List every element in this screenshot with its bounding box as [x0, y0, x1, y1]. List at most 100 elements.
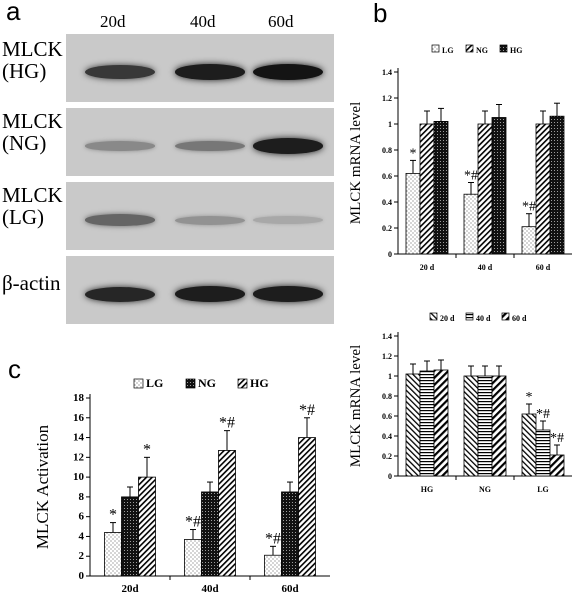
y-tick-label: 1.2 [382, 94, 392, 103]
x-tick-label: NG [479, 485, 491, 494]
panel-c-letter: c [8, 354, 21, 384]
bar [121, 496, 139, 577]
bar [218, 450, 236, 577]
legend-swatch [237, 378, 248, 389]
significance-marker: * [526, 390, 533, 405]
chart-mrna-by-glucose: MLCK mRNA level 0 0.2 0.4 0.6 0.8 1 1.2 1.4 HG NG L… [348, 312, 572, 494]
y-tick-label: 0.4 [382, 198, 392, 207]
significance-marker: *# [536, 407, 550, 422]
blot-label: MLCK (NG) [2, 109, 63, 155]
x-tick-label: LG [537, 485, 549, 494]
bar [477, 123, 493, 255]
bar [419, 123, 435, 255]
bar [521, 226, 537, 255]
legend-label: 20 d [440, 314, 455, 323]
legend-swatch [499, 44, 508, 53]
y-tick-label: 1 [388, 120, 392, 129]
y-tick-label: 0.6 [382, 172, 392, 181]
legend-swatch [431, 44, 440, 53]
lane-label: 40d [190, 12, 216, 31]
y-tick-label: 10 [73, 471, 85, 483]
blot-band [85, 286, 155, 302]
blot-band [253, 138, 323, 154]
blot-label: MLCK (LG) [2, 183, 63, 229]
significance-marker: *# [185, 514, 201, 531]
legend-swatch [133, 378, 144, 389]
blot-label: MLCK (HG) [2, 37, 63, 83]
bar [549, 454, 565, 477]
blot-band [175, 64, 245, 80]
legend-label: LG [146, 376, 163, 390]
significance-marker: *# [265, 530, 281, 547]
y-tick-label: 0.6 [382, 412, 392, 421]
x-tick-label: 60d [281, 583, 298, 595]
y-tick-label: 12 [73, 451, 85, 463]
blot-band [253, 216, 323, 224]
x-tick-label: 20 d [420, 263, 435, 272]
blot-band [175, 140, 245, 152]
bar [298, 437, 316, 577]
blot-band [175, 215, 245, 225]
significance-marker: * [143, 441, 151, 458]
blot-band [85, 214, 155, 226]
bar [477, 375, 493, 477]
y-tick-label: 0.4 [382, 432, 392, 441]
y-tick-label: 0.2 [382, 224, 392, 233]
y-axis-label: MLCK Activation [33, 424, 52, 549]
y-tick-label: 0.2 [382, 452, 392, 461]
y-tick-label: 1 [388, 372, 392, 381]
y-tick-label: 0 [388, 250, 392, 259]
y-tick-label: 0 [388, 472, 392, 481]
bar [281, 491, 299, 577]
legend-label: NG [476, 46, 488, 55]
bar [419, 370, 435, 477]
significance-marker: *# [219, 415, 235, 432]
blot-band [253, 286, 323, 302]
y-tick-label: 18 [73, 392, 85, 404]
blot-band [175, 286, 245, 302]
legend-label: 40 d [476, 314, 491, 323]
blot-strip [66, 182, 334, 250]
bar [138, 476, 156, 577]
bar [535, 429, 551, 477]
bar [201, 491, 219, 577]
bar [433, 369, 449, 477]
legend-label: LG [442, 46, 454, 55]
legend-label: NG [198, 376, 216, 390]
y-tick-label: 1.2 [382, 352, 392, 361]
y-tick-label: 1.4 [382, 332, 392, 341]
y-tick-label: 0.8 [382, 392, 392, 401]
significance-marker: *# [464, 169, 478, 184]
blot-strip [66, 256, 334, 324]
legend-label: HG [510, 46, 522, 55]
blot-strip [66, 108, 334, 176]
x-tick-label: 40d [201, 583, 218, 595]
blot-band [85, 141, 155, 151]
x-tick-label: HG [421, 485, 433, 494]
y-tick-label: 4 [79, 530, 85, 542]
bar [184, 539, 202, 577]
y-axis-label: MLCK mRNA level [348, 102, 364, 225]
bar [405, 373, 421, 477]
x-tick-label: 60 d [536, 263, 551, 272]
lane-label: 60d [268, 12, 294, 31]
legend-swatch [465, 312, 474, 321]
significance-marker: *# [299, 402, 315, 419]
significance-marker: * [109, 507, 117, 524]
significance-marker: * [410, 146, 417, 161]
x-tick-label: 20d [121, 583, 138, 595]
legend-swatch [465, 44, 474, 53]
bar [549, 115, 565, 255]
bar [491, 375, 507, 477]
y-tick-label: 0 [79, 570, 85, 582]
y-tick-label: 8 [79, 491, 85, 503]
bar [264, 554, 282, 577]
significance-marker: *# [522, 200, 536, 215]
blot-band [253, 64, 323, 80]
legend-label: 60 d [512, 314, 527, 323]
bar [104, 532, 122, 577]
panel-b-letter: b [373, 0, 388, 28]
legend-swatch [185, 378, 196, 389]
panel-a-letter: a [6, 0, 21, 26]
legend-label: HG [250, 376, 269, 390]
